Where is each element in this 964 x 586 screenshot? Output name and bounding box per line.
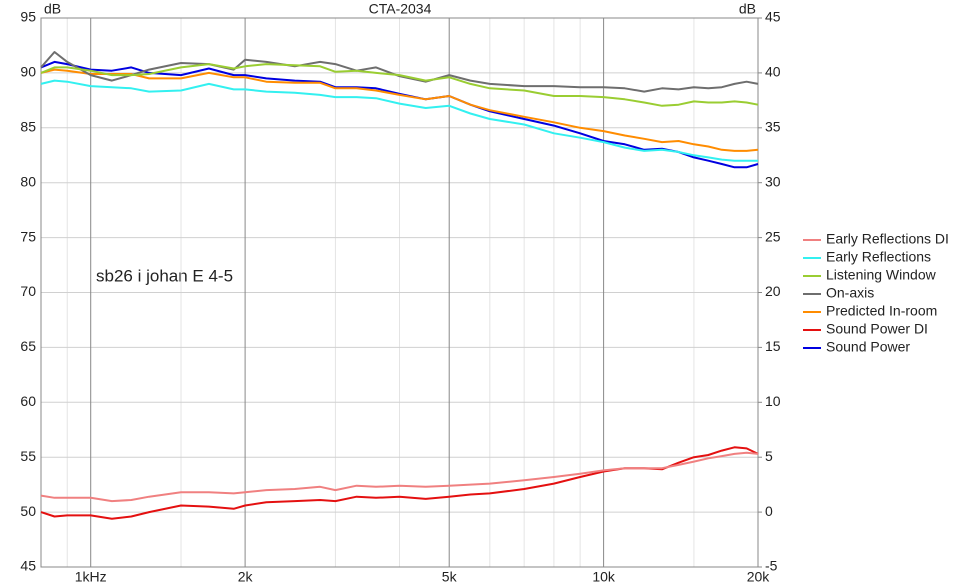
- y-tick-label: 80: [20, 173, 36, 189]
- annotation: sb26 i johan E 4-5: [96, 266, 233, 285]
- y2-tick-label: 10: [765, 393, 781, 409]
- y2-tick-label: 35: [765, 119, 781, 135]
- legend-label: Listening Window: [826, 267, 937, 283]
- y2-tick-label: 25: [765, 228, 781, 244]
- y-tick-label: 95: [20, 9, 36, 25]
- legend-label: Early Reflections DI: [826, 231, 949, 247]
- y2-tick-label: 15: [765, 338, 781, 354]
- legend-label: Predicted In-room: [826, 303, 937, 319]
- y-tick-label: 45: [20, 558, 36, 574]
- x-tick-label: 1kHz: [75, 569, 107, 585]
- y-tick-label: 90: [20, 64, 36, 80]
- y-tick-label: 55: [20, 448, 36, 464]
- series-line: [40, 79, 758, 162]
- legend-label: On-axis: [826, 285, 874, 301]
- y2-tick-label: 0: [765, 503, 773, 519]
- series-line: [40, 68, 759, 152]
- y-tick-label: 75: [20, 228, 36, 244]
- x-tick-label: 20k: [747, 569, 771, 585]
- series-line: [40, 51, 759, 93]
- chart-title: CTA-2034: [369, 1, 432, 17]
- y2-axis-label: dB: [739, 1, 756, 17]
- legend-label: Sound Power: [826, 339, 910, 355]
- series-line: [40, 446, 759, 520]
- legend-label: Sound Power DI: [826, 321, 928, 337]
- y2-tick-label: -5: [765, 558, 778, 574]
- series-line: [40, 63, 759, 107]
- y2-tick-label: 20: [765, 283, 781, 299]
- x-tick-label: 10k: [592, 569, 616, 585]
- legend-label: Early Reflections: [826, 249, 931, 265]
- y2-tick-label: 45: [765, 9, 781, 25]
- x-tick-label: 5k: [442, 569, 458, 585]
- y-tick-label: 65: [20, 338, 36, 354]
- y-tick-label: 50: [20, 503, 36, 519]
- y2-tick-label: 5: [765, 448, 773, 464]
- y2-tick-label: 40: [765, 64, 781, 80]
- series-line: [40, 451, 759, 503]
- plot-frame: [40, 17, 759, 568]
- y-tick-label: 70: [20, 283, 36, 299]
- y-axis-label: dB: [44, 1, 61, 17]
- x-tick-label: 2k: [238, 569, 254, 585]
- y-tick-label: 85: [20, 119, 36, 135]
- y-tick-label: 60: [20, 393, 36, 409]
- y2-tick-label: 30: [765, 173, 781, 189]
